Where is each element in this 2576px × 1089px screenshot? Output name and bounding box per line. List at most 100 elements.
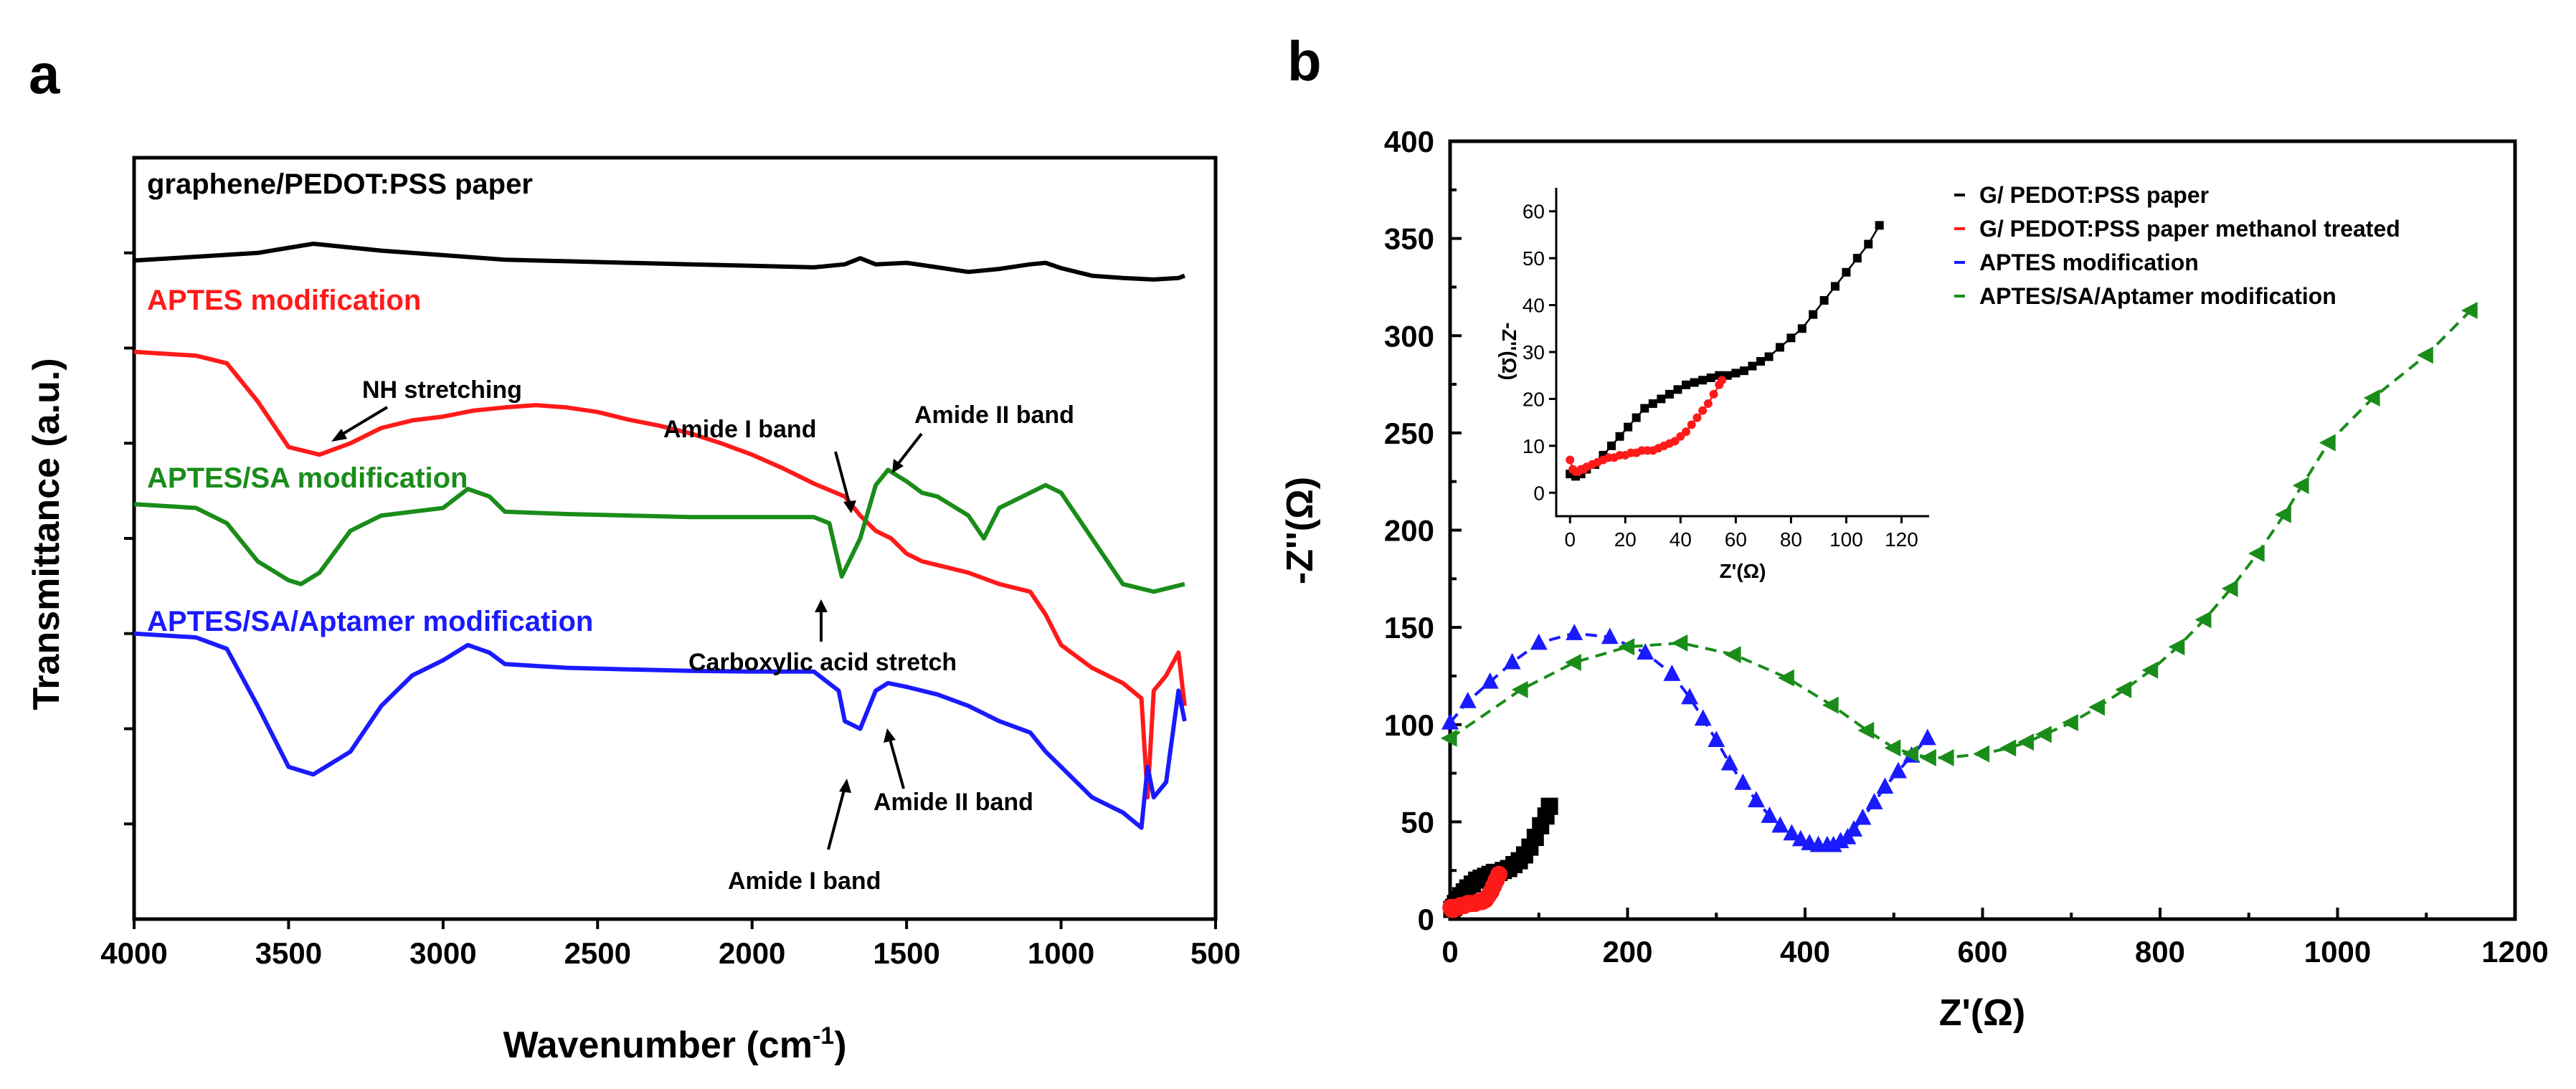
eis-point-aptes-sa-aptamer-modification	[1778, 669, 1794, 687]
eis-point-aptes-sa-aptamer-modification	[2035, 726, 2052, 743]
eis-inset-background	[1488, 176, 1954, 566]
inset-point-g-pedot-pss-paper	[1690, 378, 1699, 387]
annot-arrow-amide-i-bottom	[827, 786, 846, 850]
eis-x-ticks: 0 200 400 600 800 1000 1200	[1441, 908, 2549, 969]
panel-label-b: b	[1287, 29, 1322, 92]
eis-x-tick-label-600: 600	[1957, 935, 2007, 969]
eis-point-aptes-sa-aptamer-modification	[1440, 729, 1457, 747]
eis-point-aptes-modification	[1694, 709, 1712, 726]
eis-legend: G/ PEDOT:PSS paper G/ PEDOT:PSS paper met…	[1904, 182, 2400, 309]
inset-x-tick-label-60: 60	[1725, 528, 1747, 551]
eis-point-aptes-sa-aptamer-modification	[2275, 505, 2291, 523]
eis-x-tick-label-200: 200	[1602, 935, 1652, 969]
eis-point-aptes-modification	[1918, 728, 1936, 746]
inset-point-g-pedot-pss-paper	[1756, 357, 1766, 366]
eis-point-aptes-modification	[1845, 820, 1863, 837]
eis-inset-x-axis-title: Z'(Ω)	[1720, 560, 1766, 582]
eis-point-aptes-modification	[1720, 753, 1738, 771]
eis-x-tick-label-800: 800	[2135, 935, 2185, 969]
inset-x-tick-label-80: 80	[1780, 528, 1802, 551]
annot-arrowhead-carboxylic	[815, 599, 828, 612]
eis-point-aptes-modification	[1747, 791, 1765, 808]
annot-arrow-nh	[336, 406, 389, 439]
eis-point-aptes-sa-aptamer-modification	[2292, 477, 2309, 495]
eis-point-aptes-sa-aptamer-modification	[2141, 661, 2159, 679]
ftir-x-tick-label-1500: 1500	[873, 936, 939, 970]
ftir-line-aptes-sa-aptamer-modification	[133, 631, 1187, 830]
inset-y-tick-label-0: 0	[1533, 482, 1545, 504]
inset-point-g-pedot-pss-paper	[1842, 267, 1851, 277]
eis-y-ticks: 0 50 100 150 200 250 300 350 400	[1384, 125, 1462, 936]
annot-arrowhead-amide-ii-bottom	[884, 728, 896, 743]
eis-point-aptes-sa-aptamer-modification	[1565, 653, 1581, 671]
ftir-line-graphene-pedot-pss-paper	[133, 242, 1185, 282]
eis-x-tick-label-1200: 1200	[2481, 935, 2548, 969]
ftir-y-axis-title: Transmittance (a.u.)	[26, 358, 67, 710]
eis-point-aptes-modification	[1761, 807, 1779, 823]
eis-point-aptes-sa-aptamer-modification	[1999, 739, 2017, 757]
inset-point-g-pedot-pss-paper	[1640, 404, 1649, 413]
eis-point-aptes-sa-aptamer-modification	[1937, 748, 1954, 766]
annot-arrowhead-amide-i-bottom	[839, 779, 851, 793]
legend-label-aptes-sa-aptamer-modification: APTES/SA/Aptamer modification	[1979, 283, 2336, 309]
annot-arrow-amide-i-top	[834, 451, 851, 506]
annot-amide-ii-top: Amide II band	[914, 401, 1074, 429]
annot-arrowhead-amide-ii-top	[892, 459, 904, 473]
inset-point-g-pedot-pss-paper	[1648, 399, 1657, 408]
annot-amide-i-bottom: Amide I band	[728, 867, 881, 895]
annot-nh-stretching: NH stretching	[362, 376, 522, 404]
eis-y-axis-title: -Z''(Ω)	[1279, 477, 1321, 584]
eis-point-g-pedot-pss-paper	[1540, 797, 1558, 815]
inset-point-g-pedot-pss-paper	[1632, 413, 1641, 422]
inset-point-g-pedot-pss-paper-methanol-treated	[1703, 399, 1713, 408]
eis-inset-chart: 0 20 40 60 80 100 120 0 10 20 30 40 50 60 Z'(Ω) -Z''…	[1488, 176, 1954, 582]
ftir-label-aptes-sa-aptamer: APTES/SA/Aptamer modification	[147, 606, 593, 637]
legend-label-g-pedot-pss-paper-methanol-treated: G/ PEDOT:PSS paper methanol treated	[1979, 216, 2400, 242]
inset-point-g-pedot-pss-paper	[1852, 254, 1862, 263]
inset-point-g-pedot-pss-paper	[1657, 394, 1666, 404]
eis-point-aptes-modification	[1481, 672, 1499, 689]
eis-x-tick-label-1000: 1000	[2304, 935, 2371, 969]
eis-y-tick-label-200: 200	[1384, 514, 1434, 548]
annot-arrowhead-nh	[331, 429, 347, 442]
ftir-x-tick-label-1000: 1000	[1028, 936, 1094, 970]
ftir-x-tick-label-2000: 2000	[719, 936, 785, 970]
eis-point-aptes-modification	[1783, 824, 1801, 841]
inset-point-g-pedot-pss-paper	[1706, 373, 1715, 382]
inset-point-g-pedot-pss-paper	[1731, 368, 1741, 378]
eis-point-aptes-sa-aptamer-modification	[1822, 696, 1839, 714]
inset-x-tick-label-0: 0	[1564, 528, 1576, 551]
inset-point-g-pedot-pss-paper	[1819, 296, 1829, 305]
inset-point-g-pedot-pss-paper-methanol-treated	[1718, 376, 1727, 385]
annot-amide-i-top: Amide I band	[663, 416, 816, 443]
ftir-x-tick-label-3000: 3000	[409, 936, 476, 970]
eis-point-aptes-sa-aptamer-modification	[1724, 646, 1741, 664]
inset-point-g-pedot-pss-paper	[1739, 366, 1748, 376]
ftir-line-aptes-modification	[133, 349, 1187, 800]
eis-inset-series-group	[1566, 221, 1884, 481]
eis-point-g-pedot-pss-paper-methanol-treated	[1490, 865, 1508, 883]
inset-point-g-pedot-pss-paper	[1864, 239, 1873, 249]
inset-point-g-pedot-pss-paper-methanol-treated	[1692, 413, 1702, 422]
eis-y-tick-label-0: 0	[1418, 903, 1434, 936]
eis-point-aptes-sa-aptamer-modification	[2363, 389, 2380, 407]
eis-point-aptes-modification	[1771, 816, 1789, 833]
inset-point-g-pedot-pss-paper	[1682, 380, 1691, 389]
ftir-x-ticks: 4000 3500 3000 2500 2000 1500 1000 500	[100, 919, 1241, 970]
inset-point-g-pedot-pss-paper	[1797, 324, 1806, 333]
eis-point-aptes-modification	[1734, 773, 1752, 790]
inset-y-tick-label-60: 60	[1523, 201, 1545, 223]
eis-point-aptes-modification	[1601, 627, 1619, 645]
inset-x-tick-label-100: 100	[1829, 528, 1863, 551]
inset-point-g-pedot-pss-paper	[1875, 221, 1884, 230]
eis-x-tick-label-0: 0	[1441, 935, 1458, 969]
eis-point-aptes-modification	[1876, 777, 1894, 794]
ftir-line-aptes-sa-modification	[133, 467, 1185, 594]
ftir-x-tick-label-500: 500	[1190, 936, 1241, 970]
inset-y-tick-label-40: 40	[1523, 295, 1545, 317]
inset-y-tick-label-50: 50	[1523, 247, 1545, 270]
ftir-plot-frame	[132, 156, 1218, 921]
eis-inset-y-axis-title: -Z''(Ω)	[1498, 323, 1520, 381]
eis-point-aptes-sa-aptamer-modification	[1857, 721, 1875, 739]
eis-y-tick-label-100: 100	[1384, 708, 1434, 742]
